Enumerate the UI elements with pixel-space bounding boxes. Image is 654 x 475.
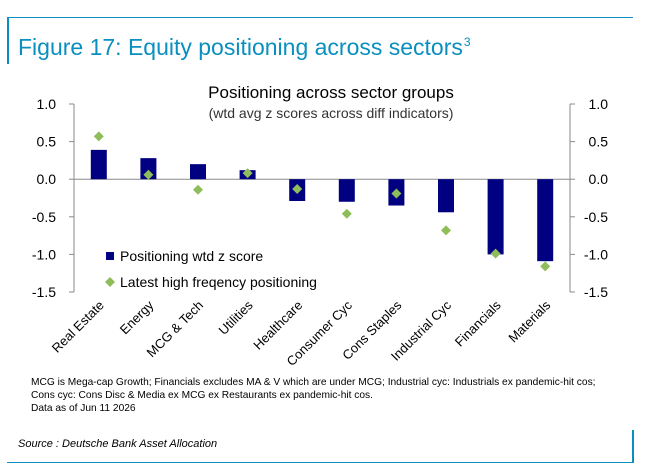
- legend-label-markers: Latest high freqency positioning: [120, 274, 317, 290]
- bar-series: [90, 149, 554, 262]
- bar: [90, 149, 107, 180]
- diamond-marker: [341, 208, 352, 219]
- x-tick-label: Utilities: [215, 297, 256, 338]
- chart-subtitle: (wtd avg z scores across diff indicators…: [209, 105, 454, 121]
- bar: [190, 164, 206, 180]
- sector-positioning-chart: Positioning across sector groups (wtd av…: [32, 83, 608, 369]
- bar: [537, 179, 554, 262]
- y-tick-label-left: 1.0: [37, 96, 57, 112]
- y-tick-label-right: -1.5: [584, 284, 608, 300]
- y-tick-label-right: -0.5: [584, 209, 608, 225]
- legend-label-bars: Positioning wtd z score: [120, 248, 263, 264]
- figure-title-superscript: 3: [463, 35, 471, 49]
- y-tick-label-right: -1.0: [584, 246, 608, 262]
- diamond-marker: [441, 225, 451, 236]
- frame-left-accent: [7, 17, 9, 64]
- frame-bottom-rule: [7, 462, 633, 463]
- chart-title: Positioning across sector groups: [208, 83, 454, 102]
- diamond-marker: [490, 248, 501, 259]
- y-tick-label-right: 0.5: [589, 134, 609, 150]
- frame-right-accent: [632, 430, 634, 463]
- footnote-line-3: Data as of Jun 11 2026: [31, 403, 136, 414]
- marker-series: [93, 131, 551, 272]
- chart-axes: 1.0 1.0 0.5 0.5 0.0 0.0 -0.5 -0.5 -1.0 -1.0 -1.5 -1…: [32, 96, 608, 300]
- y-tick-label-left: -0.5: [32, 209, 56, 225]
- diamond-marker: [93, 131, 104, 142]
- diamond-marker: [540, 261, 551, 272]
- x-tick-label: Energy: [117, 297, 157, 337]
- x-tick-label: Real Estate: [49, 298, 107, 356]
- footnote: MCG is Mega-cap Growth; Financials exclu…: [31, 376, 631, 415]
- legend-diamond-swatch: [105, 277, 115, 287]
- legend-bar-swatch: [106, 252, 114, 260]
- y-tick-label-left: -1.5: [32, 284, 56, 300]
- diamond-marker: [193, 184, 203, 195]
- source-note: Source : Deutsche Bank Asset Allocation: [18, 438, 218, 450]
- y-tick-label-right: 0.0: [589, 171, 609, 187]
- y-tick-label-right: 1.0: [589, 96, 609, 112]
- x-tick-label: Materials: [505, 297, 553, 345]
- diamond-marker: [242, 168, 253, 179]
- x-tick-label: Financials: [452, 297, 504, 349]
- diamond-marker: [143, 169, 154, 180]
- diamond-marker: [292, 183, 303, 194]
- y-tick-label-left: 0.0: [37, 171, 57, 187]
- footnote-line-2: Cons cyc: Cons Disc & Media ex MCG ex Re…: [31, 390, 373, 401]
- chart-legend: Positioning wtd z score Latest high freqe…: [105, 248, 317, 290]
- bar: [487, 179, 504, 255]
- y-tick-label-left: 0.5: [37, 134, 57, 150]
- figure-title: Figure 17: Equity positioning across sec…: [18, 34, 471, 61]
- bar: [438, 179, 454, 213]
- figure-title-text: Figure 17: Equity positioning across sec…: [18, 34, 463, 60]
- footnote-line-1: MCG is Mega-cap Growth; Financials exclu…: [31, 377, 596, 388]
- frame-top-rule: [7, 17, 633, 18]
- y-tick-label-left: -1.0: [32, 246, 56, 262]
- diamond-marker: [391, 188, 402, 199]
- bar: [338, 179, 355, 202]
